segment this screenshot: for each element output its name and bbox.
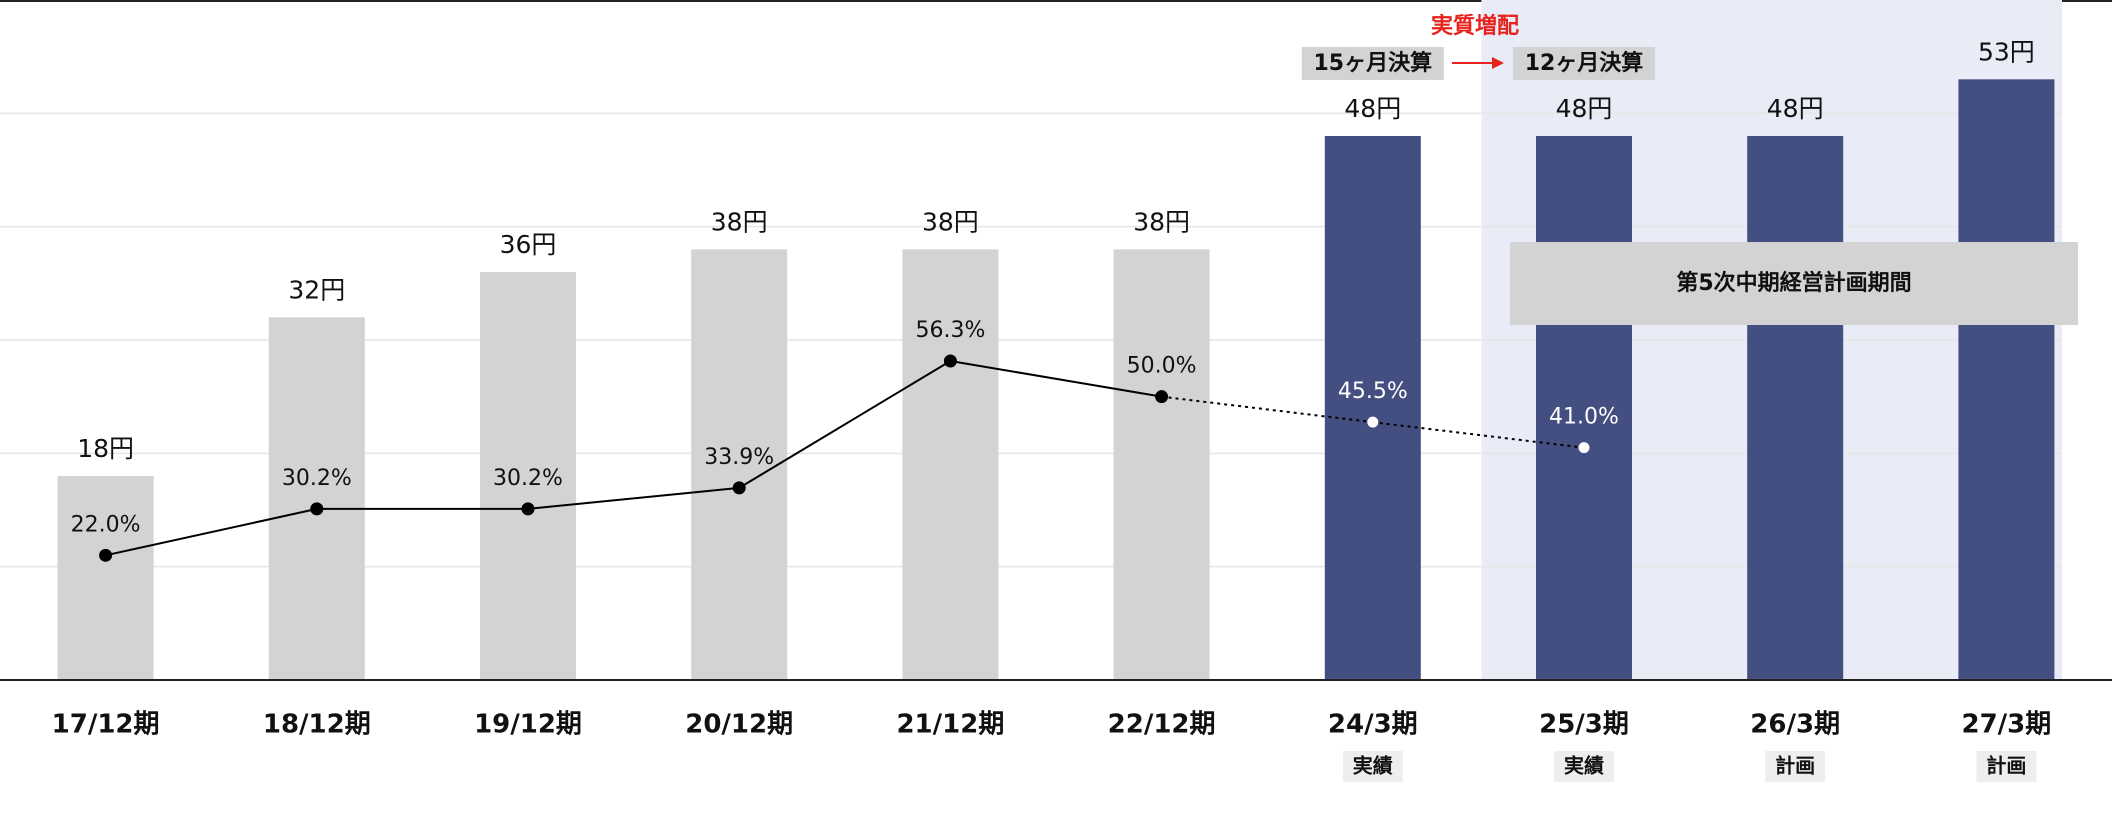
- bar: [1113, 249, 1210, 681]
- bar: [1324, 136, 1421, 680]
- category-note: 実績: [1353, 754, 1393, 778]
- x-tick-label: 27/3期: [1962, 710, 2052, 740]
- x-tick-label: 26/3期: [1750, 710, 1840, 740]
- ratio-label: 30.2%: [282, 466, 352, 491]
- bar: [268, 317, 365, 680]
- ratio-label: 41.0%: [1549, 405, 1619, 430]
- ratio-label: 50.0%: [1127, 354, 1197, 379]
- before-box: [1301, 47, 1444, 80]
- category-note: 実績: [1564, 754, 1604, 778]
- x-tick-label: 21/12期: [896, 710, 1004, 740]
- ratio-line-segment: [738, 360, 951, 489]
- bar-value-label: 32円: [288, 275, 345, 304]
- note-box: [1765, 751, 1826, 782]
- after-label: 12ヶ月決算: [1525, 50, 1644, 76]
- ratio-line-segment: [105, 507, 318, 557]
- ratio-line-segment: [527, 486, 740, 510]
- note-box: [1554, 751, 1614, 782]
- bar-value-label: 38円: [1133, 207, 1190, 236]
- ratio-line-segment: [950, 359, 1162, 398]
- note-box: [1976, 751, 2037, 782]
- bar-value-label: 48円: [1556, 94, 1613, 123]
- bar: [57, 476, 154, 680]
- x-tick-label: 22/12期: [1108, 710, 1216, 740]
- bar-value-label: 18円: [77, 434, 134, 463]
- category-note: 計画: [1775, 754, 1815, 778]
- after-box: [1513, 47, 1655, 80]
- increase-annotation: 実質増配: [1431, 13, 1519, 39]
- ratio-point: [1155, 390, 1169, 404]
- ratio-label: 33.9%: [704, 445, 774, 470]
- bar-value-label: 36円: [500, 230, 557, 259]
- bar: [691, 249, 788, 681]
- ratio-line-segment: [1372, 421, 1585, 449]
- bar-value-label: 48円: [1344, 94, 1401, 123]
- ratio-point: [521, 502, 535, 516]
- bar: [480, 272, 576, 680]
- ratio-label: 45.5%: [1338, 379, 1408, 404]
- ratio-point: [99, 548, 113, 562]
- bar: [902, 249, 999, 681]
- ratio-label: 30.2%: [493, 466, 563, 491]
- before-label: 15ヶ月決算: [1313, 50, 1432, 76]
- ratio-label: 56.3%: [915, 318, 985, 343]
- bar-value-label: 38円: [922, 207, 979, 236]
- bar: [1536, 136, 1632, 680]
- arrow-head: [1492, 57, 1504, 69]
- x-tick-label: 17/12期: [52, 710, 160, 740]
- x-tick-label: 18/12期: [263, 710, 371, 740]
- bar: [1747, 136, 1844, 680]
- period-label: 第5次中期経営計画期間: [1676, 270, 1911, 296]
- ratio-point: [310, 502, 324, 516]
- ratio-point: [1366, 415, 1380, 429]
- bar-value-label: 38円: [711, 207, 768, 236]
- category-note: 計画: [1986, 754, 2026, 778]
- bar-value-label: 48円: [1767, 94, 1824, 123]
- ratio-label: 22.0%: [71, 512, 141, 537]
- ratio-point: [732, 481, 746, 495]
- note-box: [1342, 751, 1403, 782]
- ratio-point: [1577, 441, 1591, 455]
- x-tick-label: 25/3期: [1539, 710, 1629, 740]
- period-box: [1510, 242, 2078, 325]
- bar: [1958, 79, 2055, 681]
- bar-value-label: 53円: [1978, 37, 2035, 66]
- x-tick-label: 20/12期: [685, 710, 793, 740]
- ratio-line-segment: [1161, 395, 1373, 424]
- x-tick-label: 24/3期: [1328, 710, 1418, 740]
- ratio-point: [943, 354, 957, 368]
- x-tick-label: 19/12期: [474, 710, 582, 740]
